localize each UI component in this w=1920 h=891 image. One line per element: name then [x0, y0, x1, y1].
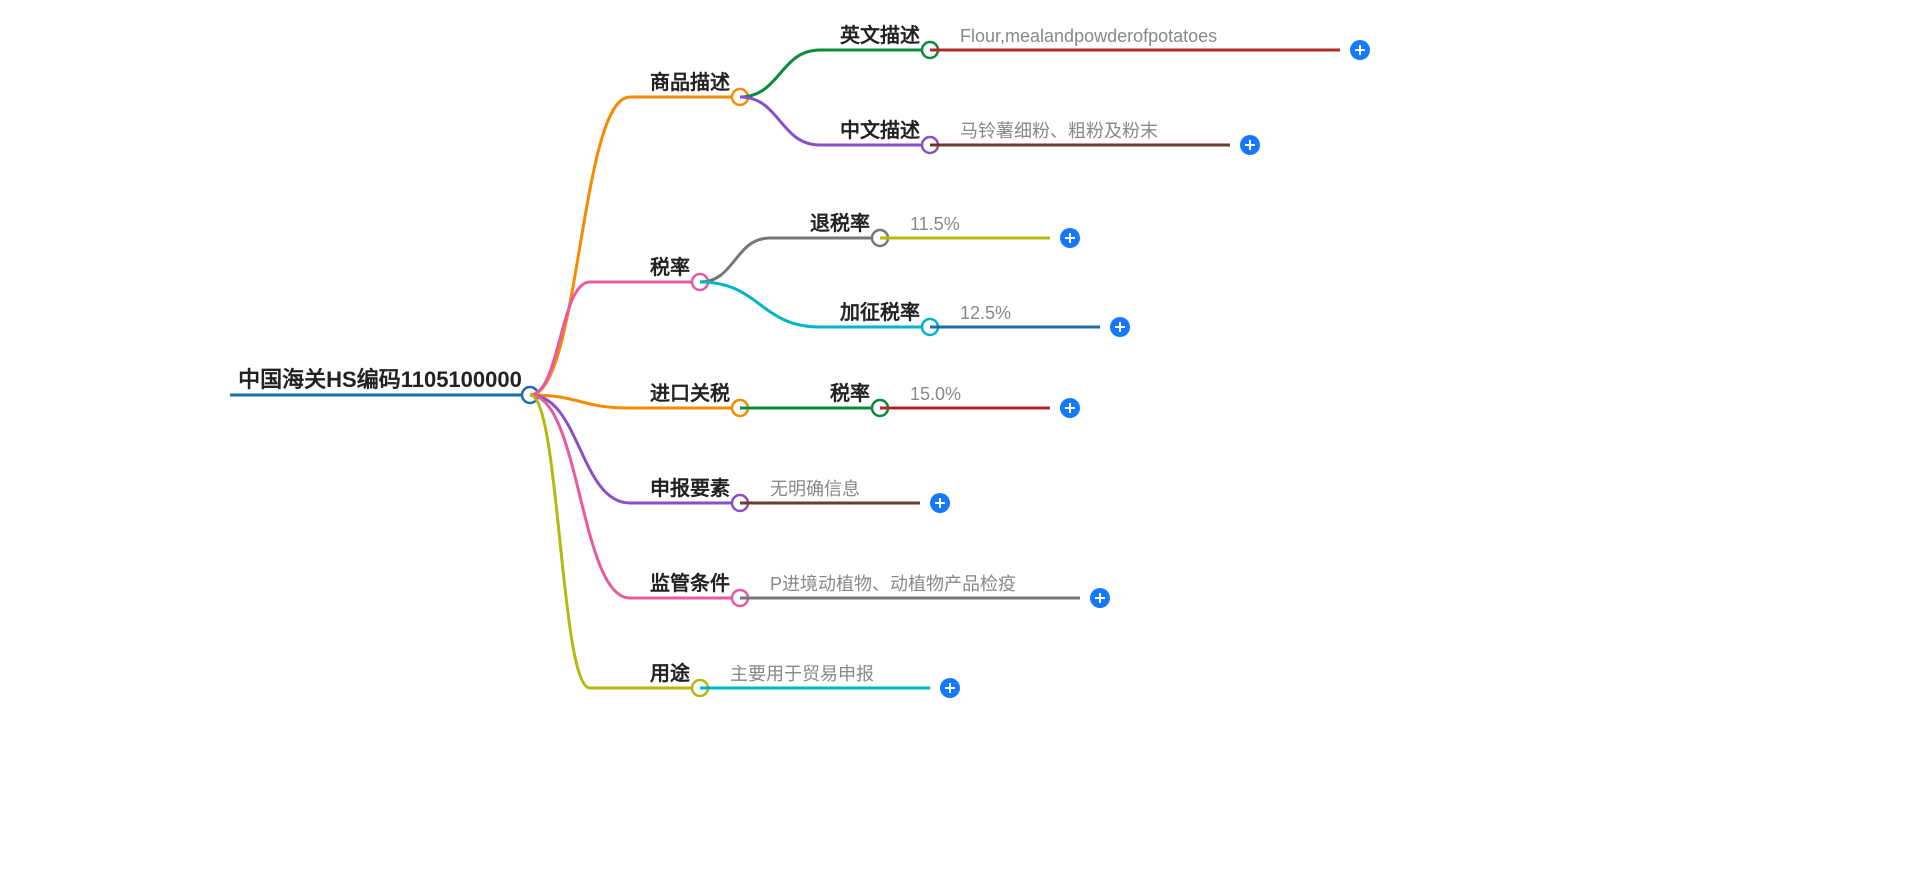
branch-label-duty-rate: 税率 [830, 381, 870, 405]
edge [530, 395, 590, 688]
branch-label-usage: 用途 [650, 661, 691, 685]
expand-button[interactable] [1060, 228, 1080, 248]
expand-button[interactable] [1350, 40, 1370, 60]
leaf-label-duty-rate: 15.0% [910, 384, 961, 404]
branch-label-zh-desc: 中文描述 [840, 118, 920, 142]
leaf-label-declare-elems: 无明确信息 [770, 479, 860, 499]
leaf-label-usage: 主要用于贸易申报 [730, 664, 874, 684]
expand-button[interactable] [1060, 398, 1080, 418]
edge [530, 282, 590, 395]
branch-label-addl-rate: 加征税率 [839, 300, 920, 324]
branch-label-tax-rate: 税率 [650, 255, 690, 279]
expand-button[interactable] [1110, 317, 1130, 337]
edge [700, 238, 770, 282]
edge [740, 97, 820, 145]
edge [740, 50, 820, 97]
leaf-label-en-desc: Flour,mealandpowderofpotatoes [960, 26, 1217, 46]
branch-label-declare-elems: 申报要素 [650, 476, 730, 500]
branch-label-refund-rate: 退税率 [810, 211, 870, 235]
edge [700, 282, 820, 327]
branch-label-product-desc: 商品描述 [650, 70, 730, 94]
leaf-label-supervision: P进境动植物、动植物产品检疫 [770, 574, 1016, 594]
expand-button[interactable] [940, 678, 960, 698]
branch-label-import-duty: 进口关税 [650, 381, 730, 405]
leaf-label-zh-desc: 马铃薯细粉、粗粉及粉末 [960, 121, 1158, 141]
mindmap-canvas: 中国海关HS编码1105100000 商品描述 英文描述 Flour,mealandp… [0, 0, 1920, 891]
root-label: 中国海关HS编码1105100000 [238, 367, 522, 392]
expand-button[interactable] [930, 493, 950, 513]
branch-label-supervision: 监管条件 [650, 571, 730, 595]
leaf-label-refund-rate: 11.5% [910, 214, 960, 234]
edge [530, 97, 630, 395]
edge [530, 395, 630, 503]
expand-button[interactable] [1240, 135, 1260, 155]
expand-button[interactable] [1090, 588, 1110, 608]
branch-label-en-desc: 英文描述 [840, 23, 920, 47]
leaf-label-addl-rate: 12.5% [960, 303, 1011, 323]
